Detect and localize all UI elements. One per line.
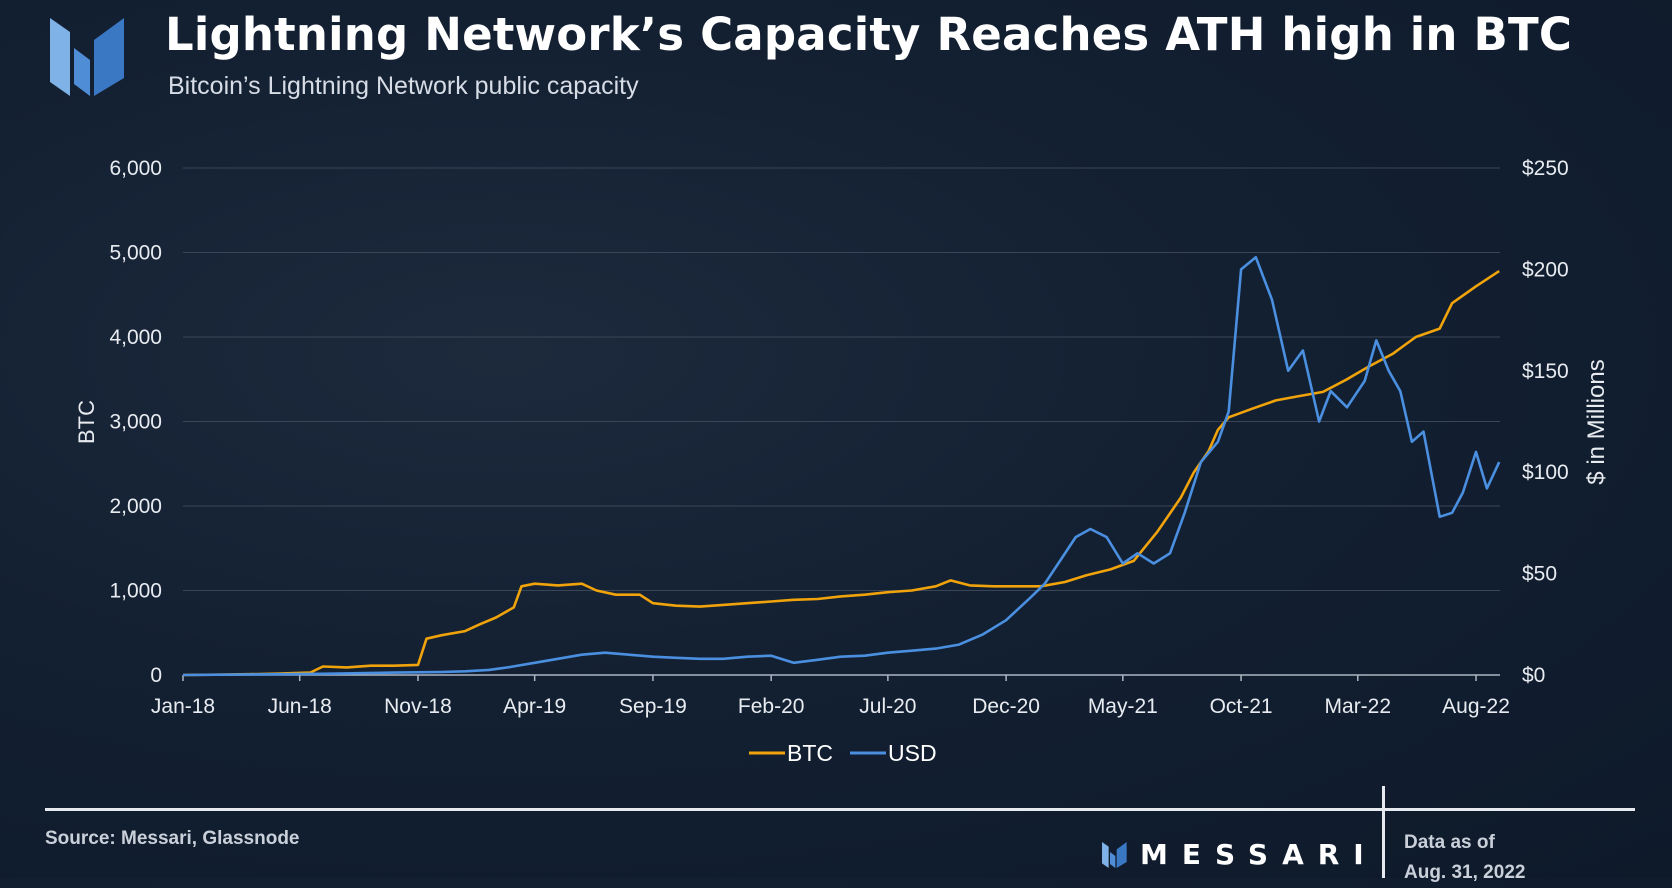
chart-subtitle: Bitcoin’s Lightning Network public capac… bbox=[168, 72, 639, 100]
messari-logo-icon bbox=[50, 18, 124, 96]
source-note: Source: Messari, Glassnode bbox=[45, 828, 300, 849]
legend: BTC USD bbox=[749, 740, 937, 766]
data-as-of-label: Data as of bbox=[1404, 832, 1495, 853]
y-left-tick-label: 4,000 bbox=[109, 326, 162, 349]
y-left-tick-label: 2,000 bbox=[109, 495, 162, 518]
y-right-tick-label: $250 bbox=[1522, 157, 1569, 180]
y-left-tick-label: 1,000 bbox=[109, 580, 162, 603]
footer-divider bbox=[45, 808, 1635, 811]
x-tick-label: Jul-20 bbox=[859, 695, 916, 718]
y-right-tick-label: $50 bbox=[1522, 563, 1557, 586]
legend-usd-label: USD bbox=[888, 740, 937, 766]
y-left-axis-label: BTC bbox=[74, 400, 99, 444]
left-axis-ticks: 0 1,000 2,000 3,000 4,000 5,000 6,000 bbox=[109, 157, 162, 687]
x-tick-label: Mar-22 bbox=[1325, 695, 1392, 718]
x-tick-label: Sep-19 bbox=[619, 695, 687, 718]
series-line-usd bbox=[182, 255, 1501, 677]
x-tick-label: Nov-18 bbox=[384, 695, 452, 718]
chart-svg: 0 1,000 2,000 3,000 4,000 5,000 6,000 $0 $50 $10… bbox=[74, 157, 1610, 766]
brand-name: MESSARI bbox=[1140, 838, 1378, 871]
y-left-tick-label: 5,000 bbox=[109, 242, 162, 265]
x-tick-label: Jan-18 bbox=[151, 695, 215, 718]
y-right-tick-label: $100 bbox=[1522, 461, 1569, 484]
y-left-tick-label: 0 bbox=[150, 664, 162, 687]
legend-btc-label: BTC bbox=[787, 740, 833, 766]
messari-brand: MESSARI bbox=[1100, 838, 1378, 871]
data-as-of-date: Aug. 31, 2022 bbox=[1404, 862, 1526, 883]
gridlines bbox=[183, 167, 1500, 676]
y-left-tick-label: 6,000 bbox=[109, 157, 162, 180]
x-tick-label: Oct-21 bbox=[1210, 695, 1273, 718]
x-tick-label: Jun-18 bbox=[268, 695, 332, 718]
chart-title: Lightning Network’s Capacity Reaches ATH… bbox=[165, 8, 1573, 61]
x-axis-ticks: Jan-18 Jun-18 Nov-18 Apr-19 Sep-19 Feb-20 Jul-… bbox=[151, 675, 1510, 718]
series-lines bbox=[182, 255, 1501, 677]
right-axis-ticks: $0 $50 $100 $150 $200 $250 bbox=[1522, 157, 1569, 687]
x-tick-label: May-21 bbox=[1088, 695, 1158, 718]
data-as-of: Data as of Aug. 31, 2022 bbox=[1404, 828, 1525, 888]
x-tick-label: Aug-22 bbox=[1442, 695, 1510, 718]
x-tick-label: Feb-20 bbox=[738, 695, 805, 718]
messari-small-logo-icon bbox=[1102, 841, 1127, 868]
y-right-axis-label: $ in Millions bbox=[1583, 359, 1610, 484]
series-line-btc bbox=[182, 270, 1500, 677]
footer-vertical-divider bbox=[1382, 786, 1385, 878]
y-right-tick-label: $150 bbox=[1522, 360, 1569, 383]
y-right-tick-label: $0 bbox=[1522, 664, 1545, 687]
y-left-tick-label: 3,000 bbox=[109, 411, 162, 434]
x-tick-label: Apr-19 bbox=[503, 695, 566, 718]
y-right-tick-label: $200 bbox=[1522, 258, 1569, 281]
x-tick-label: Dec-20 bbox=[972, 695, 1040, 718]
